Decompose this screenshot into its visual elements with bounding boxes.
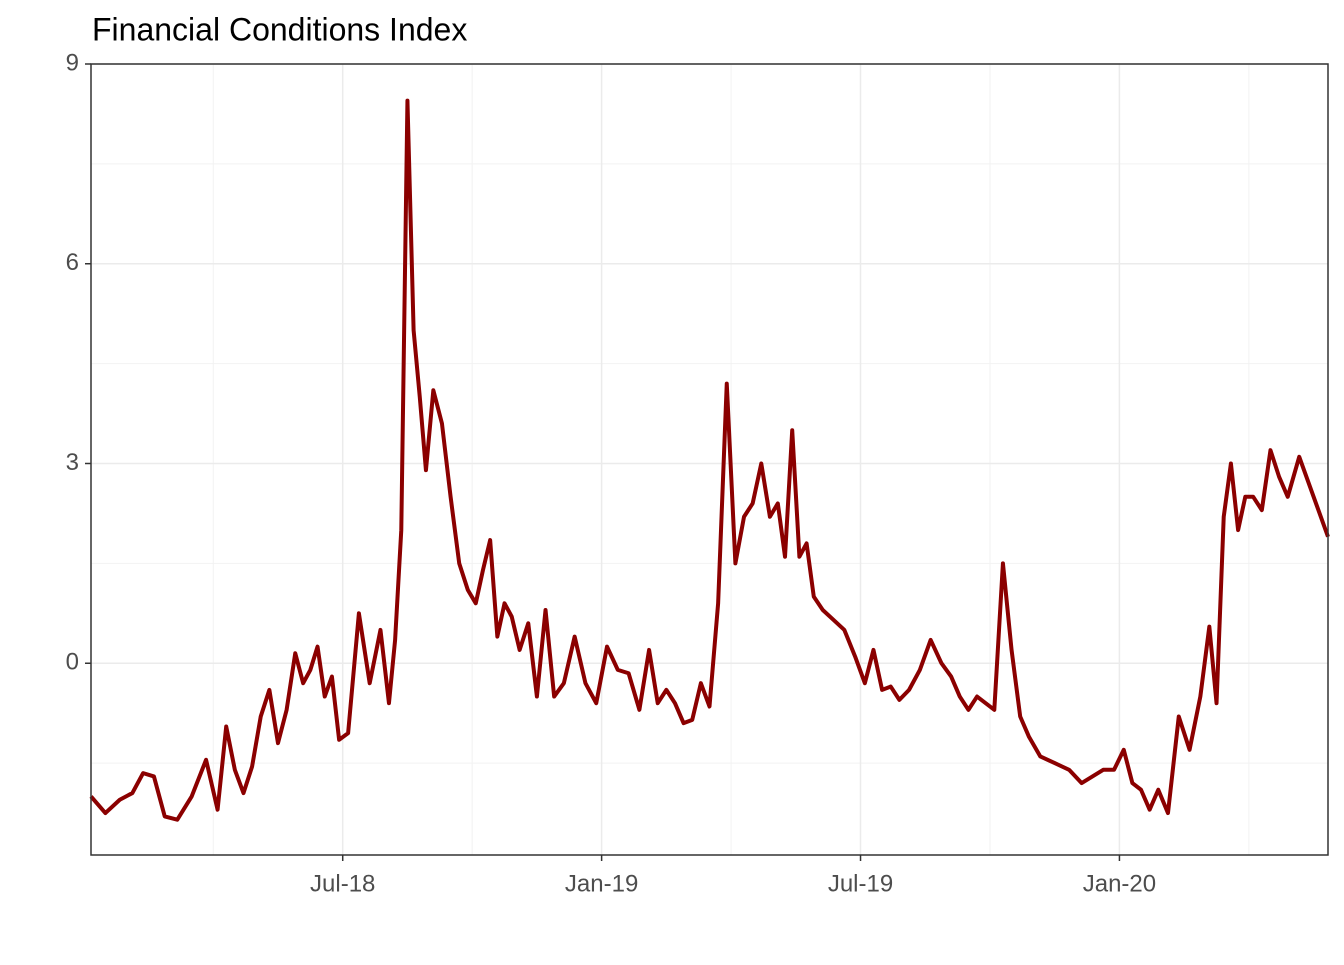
x-tick-label: Jul-19: [828, 870, 893, 897]
x-tick-label: Jan-20: [1083, 870, 1156, 897]
plot-border: [90, 63, 1329, 856]
y-tick-label: 6: [66, 249, 79, 276]
x-tick-label: Jan-19: [565, 870, 638, 897]
y-tick-label: 3: [66, 449, 79, 476]
chart-title: Financial Conditions Index: [92, 11, 467, 47]
y-tick-label: 9: [66, 49, 79, 76]
x-tick-label: Jul-18: [310, 870, 375, 897]
data-line: [89, 98, 1330, 822]
y-tick-label: 0: [66, 649, 79, 676]
